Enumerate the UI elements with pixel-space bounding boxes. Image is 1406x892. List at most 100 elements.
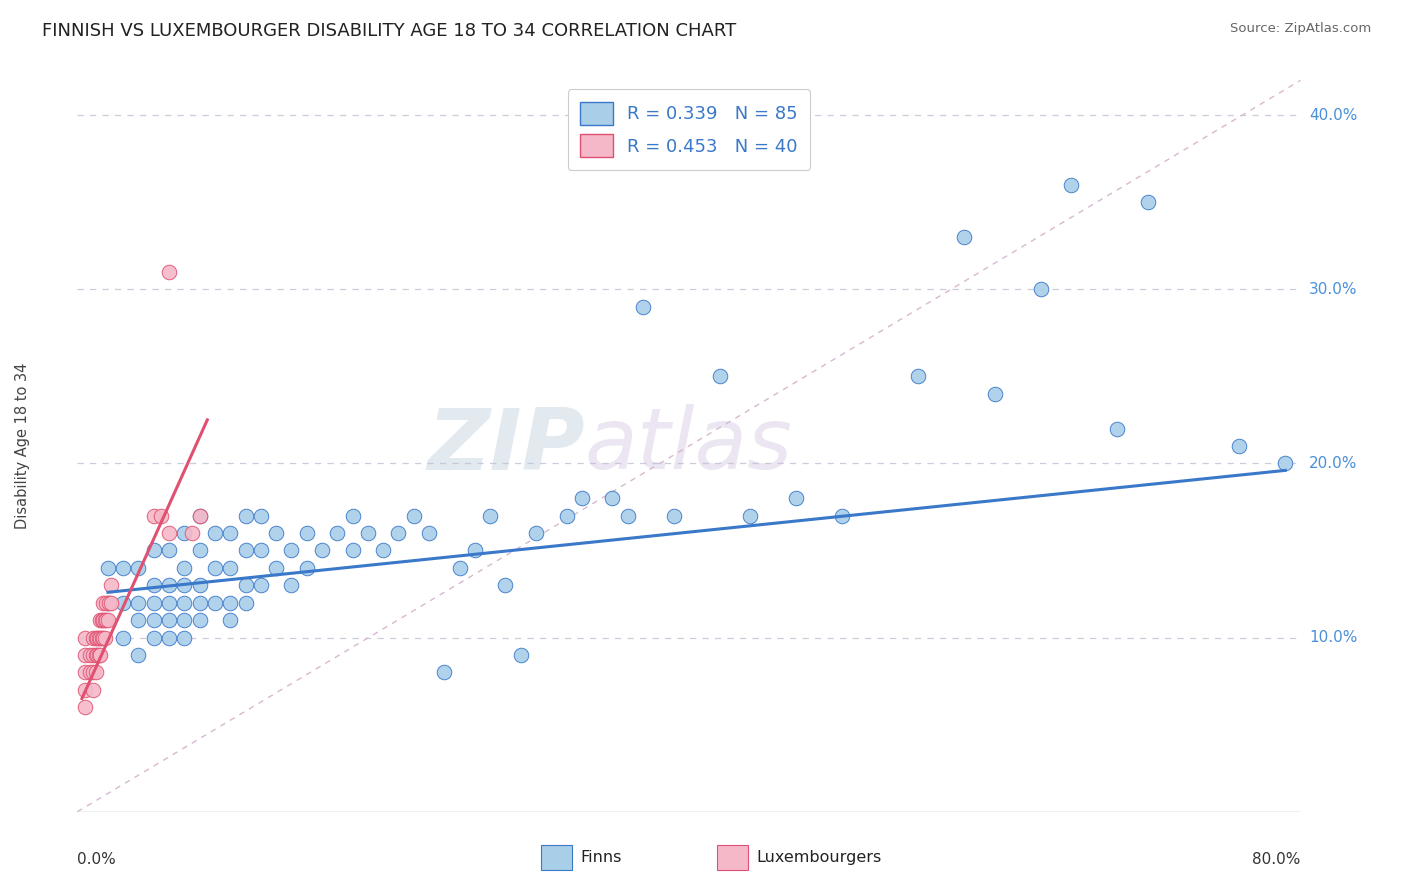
Text: 20.0%: 20.0% — [1309, 456, 1357, 471]
Point — [112, 596, 135, 610]
Point — [73, 648, 96, 662]
Point — [173, 578, 195, 592]
Point — [295, 526, 318, 541]
Point — [84, 648, 107, 662]
Point — [84, 665, 107, 680]
Point — [157, 596, 180, 610]
Point — [157, 526, 180, 541]
Point — [173, 631, 195, 645]
Point — [89, 613, 111, 627]
Text: Disability Age 18 to 34: Disability Age 18 to 34 — [15, 363, 30, 529]
Point — [142, 596, 165, 610]
Point — [142, 508, 165, 523]
Text: FINNISH VS LUXEMBOURGER DISABILITY AGE 18 TO 34 CORRELATION CHART: FINNISH VS LUXEMBOURGER DISABILITY AGE 1… — [42, 22, 737, 40]
Point — [100, 596, 122, 610]
Point — [295, 561, 318, 575]
Point — [188, 613, 211, 627]
Point — [785, 491, 807, 506]
Point — [142, 578, 165, 592]
Point — [831, 508, 853, 523]
Point — [157, 543, 180, 558]
Point — [709, 369, 731, 384]
Point — [1029, 282, 1052, 296]
Point — [82, 631, 104, 645]
Point — [602, 491, 624, 506]
Point — [86, 648, 108, 662]
Point — [571, 491, 593, 506]
Point — [84, 631, 107, 645]
Point — [82, 682, 104, 697]
Point — [449, 561, 471, 575]
Point — [219, 596, 242, 610]
Point — [142, 543, 165, 558]
FancyBboxPatch shape — [717, 845, 748, 870]
Point — [73, 700, 96, 714]
Point — [1136, 195, 1159, 210]
Point — [371, 543, 394, 558]
Text: Luxembourgers: Luxembourgers — [756, 850, 882, 864]
Point — [127, 648, 149, 662]
FancyBboxPatch shape — [541, 845, 572, 870]
Point — [91, 613, 114, 627]
Point — [142, 631, 165, 645]
Point — [86, 631, 108, 645]
Point — [617, 508, 640, 523]
Point — [418, 526, 440, 541]
Point — [157, 613, 180, 627]
Point — [181, 526, 204, 541]
Point — [509, 648, 531, 662]
Point — [89, 631, 111, 645]
Point — [173, 613, 195, 627]
Text: 40.0%: 40.0% — [1309, 108, 1357, 122]
Point — [112, 561, 135, 575]
Point — [555, 508, 578, 523]
Point — [100, 578, 122, 592]
Point — [127, 613, 149, 627]
Point — [73, 682, 96, 697]
Point — [157, 631, 180, 645]
Point — [235, 543, 257, 558]
Point — [82, 665, 104, 680]
Point — [219, 526, 242, 541]
Point — [953, 230, 976, 244]
Point — [495, 578, 517, 592]
Point — [188, 508, 211, 523]
Point — [188, 508, 211, 523]
Point — [387, 526, 409, 541]
Point — [464, 543, 486, 558]
Point — [662, 508, 685, 523]
Legend: R = 0.339   N = 85, R = 0.453   N = 40: R = 0.339 N = 85, R = 0.453 N = 40 — [568, 89, 810, 170]
Point — [94, 631, 117, 645]
Point — [188, 596, 211, 610]
Text: 10.0%: 10.0% — [1309, 630, 1357, 645]
Point — [97, 613, 120, 627]
Point — [87, 648, 110, 662]
Point — [127, 561, 149, 575]
Point — [96, 613, 118, 627]
Point — [91, 631, 114, 645]
Text: 0.0%: 0.0% — [77, 852, 117, 867]
Point — [357, 526, 380, 541]
Point — [1060, 178, 1083, 192]
Point — [250, 543, 273, 558]
Text: 30.0%: 30.0% — [1309, 282, 1357, 297]
Point — [204, 596, 226, 610]
Point — [150, 508, 173, 523]
Point — [326, 526, 349, 541]
Point — [87, 631, 110, 645]
Point — [90, 613, 112, 627]
Text: Source: ZipAtlas.com: Source: ZipAtlas.com — [1230, 22, 1371, 36]
Point — [127, 596, 149, 610]
Point — [204, 561, 226, 575]
Text: Finns: Finns — [581, 850, 621, 864]
Point — [96, 596, 118, 610]
Point — [90, 631, 112, 645]
Point — [250, 508, 273, 523]
Point — [235, 596, 257, 610]
Point — [73, 631, 96, 645]
Point — [97, 596, 120, 610]
Point — [280, 578, 302, 592]
Point — [740, 508, 762, 523]
Point — [82, 648, 104, 662]
Point — [157, 578, 180, 592]
